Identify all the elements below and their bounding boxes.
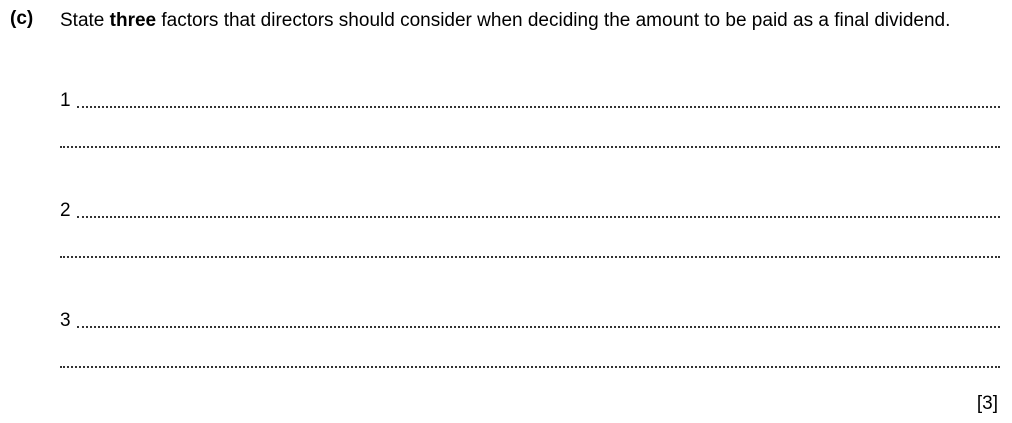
answer-line[interactable]: 1 (60, 90, 1000, 112)
answer-number: 2 (60, 200, 71, 221)
text-part: State (60, 10, 110, 31)
dotted-line (76, 215, 1000, 218)
answer-line[interactable]: 2 (60, 200, 1000, 222)
dotted-line (60, 145, 1000, 148)
answer-number: 3 (60, 310, 71, 331)
question-label: (c) (10, 8, 34, 29)
answer-number: 1 (60, 90, 71, 111)
text-part: factors that directors should consider w… (156, 10, 951, 31)
bold-text: three (109, 10, 157, 31)
answer-line[interactable]: 3 (60, 310, 1000, 332)
marks: [3] (976, 393, 998, 414)
answer-line[interactable] (60, 365, 1000, 372)
answer-line[interactable] (60, 145, 1000, 152)
answer-line[interactable] (60, 255, 1000, 262)
dotted-line (60, 365, 1000, 368)
dotted-line (60, 255, 1000, 258)
question-text: State three factors that directors shoul… (60, 8, 1005, 33)
dotted-line (76, 105, 1000, 108)
dotted-line (76, 325, 1000, 328)
